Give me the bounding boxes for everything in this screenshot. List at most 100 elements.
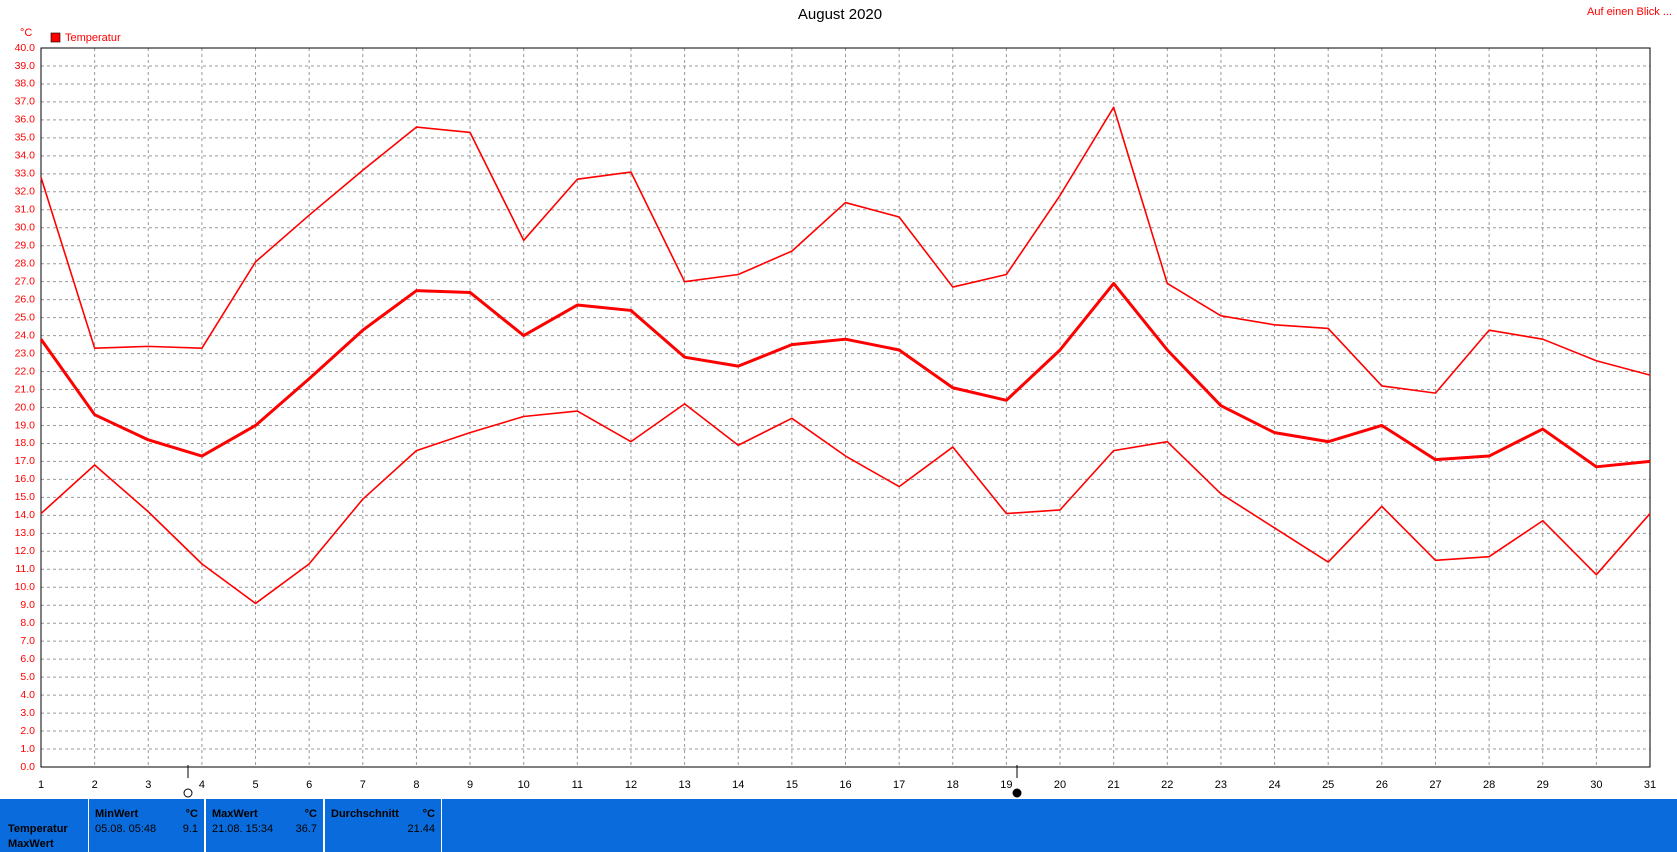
- y-tick-label: 13.0: [15, 527, 36, 539]
- x-tick-label: 1: [38, 779, 44, 791]
- plot-frame: [40, 47, 1651, 768]
- y-tick-label: 28.0: [15, 257, 36, 269]
- x-tick-label: 16: [839, 779, 851, 791]
- unit: °C: [304, 808, 317, 820]
- value: 36.7: [295, 823, 317, 835]
- x-tick-label: 22: [1161, 779, 1173, 791]
- x-tick-label: 9: [467, 779, 473, 791]
- summary-cell: MaxWert °C 21.08. 15:34 36.7: [205, 799, 324, 852]
- time: 21.08. 15:34: [212, 823, 274, 835]
- x-tick-label: 8: [413, 779, 419, 791]
- legend-swatch: [50, 32, 61, 43]
- x-tick-label: 29: [1537, 779, 1549, 791]
- y-tick-label: 11.0: [15, 563, 35, 575]
- min-marker: [183, 788, 193, 798]
- y-tick-label: 4.0: [20, 689, 35, 701]
- y-tick-label: 25.0: [15, 311, 36, 323]
- x-tick-label: 21: [1108, 779, 1120, 791]
- x-tick-label: 28: [1483, 779, 1495, 791]
- y-tick-label: 26.0: [15, 293, 36, 305]
- x-tick-label: 15: [786, 779, 798, 791]
- x-tick-label: 30: [1590, 779, 1602, 791]
- y-tick-label: 29.0: [15, 240, 36, 252]
- legend-label: Temperatur: [65, 32, 121, 44]
- x-tick-label: 11: [572, 779, 583, 791]
- chart-title: August 2020: [798, 6, 882, 23]
- y-tick-label: 30.0: [15, 222, 36, 234]
- y-tick-label: 27.0: [15, 275, 36, 287]
- x-tick-label: 31: [1644, 779, 1656, 791]
- link[interactable]: Auf einen Blick ...: [1587, 6, 1672, 18]
- y-tick-label: 34.0: [15, 150, 36, 162]
- y-tick-label: 37.0: [15, 96, 36, 108]
- y-tick-label: 38.0: [15, 78, 36, 90]
- row-label: MaxWert: [8, 838, 54, 850]
- time: 05.08. 05:48: [95, 823, 157, 835]
- y-tick-label: 19.0: [15, 419, 36, 431]
- row-label: Temperatur: [8, 823, 68, 835]
- y-tick-label: 32.0: [15, 186, 36, 198]
- y-tick-label: 0.0: [20, 761, 35, 773]
- y-tick-label: 24.0: [15, 329, 36, 341]
- header: MaxWert: [212, 808, 258, 820]
- y-tick-label: 14.0: [15, 509, 36, 521]
- x-tick-label: 6: [306, 779, 312, 791]
- x-tick-label: 3: [145, 779, 151, 791]
- y-tick-label: 23.0: [15, 347, 36, 359]
- y-tick-label: 35.0: [15, 132, 36, 144]
- value: 9.1: [182, 823, 198, 835]
- value: 21.44: [407, 823, 435, 835]
- y-tick-label: 6.0: [20, 653, 35, 665]
- x-tick-label: 10: [518, 779, 530, 791]
- y-tick-label: 15.0: [15, 491, 36, 503]
- unit: °C: [185, 808, 198, 820]
- x-tick-label: 17: [893, 779, 905, 791]
- x-tick-label: 2: [92, 779, 98, 791]
- y-tick-label: 20.0: [15, 401, 36, 413]
- summary-panel: Temperatur MaxWert MinWert °C 05.08. 05:…: [0, 799, 1677, 852]
- x-tick-label: 19: [1000, 779, 1012, 791]
- unit: °C: [422, 808, 435, 820]
- y-tick-label: 31.0: [15, 204, 36, 216]
- chart: August 2020 Auf einen Blick ... °C Tempe…: [15, 6, 1672, 798]
- x-tick-label: 27: [1429, 779, 1441, 791]
- x-tick-label: 5: [252, 779, 258, 791]
- header: Durchschnitt: [331, 808, 399, 820]
- x-tick-label: 25: [1322, 779, 1334, 791]
- y-tick-label: 21.0: [15, 383, 36, 395]
- series-line: [40, 403, 1651, 605]
- y-tick-label: 12.0: [15, 545, 36, 557]
- y-tick-label: 1.0: [20, 743, 35, 755]
- y-tick-label: 18.0: [15, 437, 36, 449]
- y-tick-label: 10.0: [15, 581, 36, 593]
- y-tick-label: 17.0: [15, 455, 36, 467]
- x-tick-label: 26: [1376, 779, 1388, 791]
- x-tick-label: 13: [678, 779, 690, 791]
- y-tick-label: 36.0: [15, 114, 36, 126]
- max-marker: [1012, 788, 1022, 798]
- y-unit: °C: [20, 27, 32, 39]
- x-tick-label: 12: [625, 779, 637, 791]
- y-tick-label: 3.0: [20, 707, 35, 719]
- x-tick-label: 24: [1268, 779, 1280, 791]
- series-line: [39, 281, 1651, 469]
- y-tick-label: 39.0: [15, 60, 36, 72]
- y-tick-label: 33.0: [15, 168, 36, 180]
- x-tick-label: 20: [1054, 779, 1066, 791]
- y-tick-label: 7.0: [20, 635, 35, 647]
- series-line: [40, 106, 1651, 394]
- y-tick-label: 16.0: [15, 473, 36, 485]
- y-tick-label: 40.0: [15, 42, 36, 54]
- x-tick-label: 7: [360, 779, 366, 791]
- x-tick-label: 14: [732, 779, 744, 791]
- summary-cell: MinWert °C 05.08. 05:48 9.1: [88, 799, 205, 852]
- y-tick-label: 22.0: [15, 365, 36, 377]
- x-tick-label: 4: [199, 779, 205, 791]
- y-tick-label: 5.0: [20, 671, 35, 683]
- y-tick-label: 2.0: [20, 725, 35, 737]
- x-tick-label: 23: [1215, 779, 1227, 791]
- header: MinWert: [95, 808, 139, 820]
- y-tick-label: 8.0: [20, 617, 35, 629]
- y-tick-label: 9.0: [20, 599, 35, 611]
